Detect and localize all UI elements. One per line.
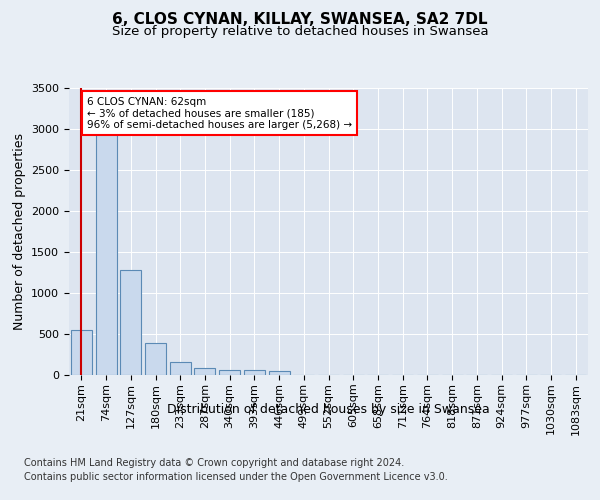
Bar: [170, 362, 191, 375]
Bar: [120, 270, 141, 375]
Text: Distribution of detached houses by size in Swansea: Distribution of detached houses by size …: [167, 402, 490, 415]
Bar: [244, 370, 265, 375]
Bar: [219, 370, 240, 375]
Bar: [71, 330, 92, 375]
Text: Contains HM Land Registry data © Crown copyright and database right 2024.: Contains HM Land Registry data © Crown c…: [24, 458, 404, 468]
Text: 6, CLOS CYNAN, KILLAY, SWANSEA, SA2 7DL: 6, CLOS CYNAN, KILLAY, SWANSEA, SA2 7DL: [112, 12, 488, 28]
Y-axis label: Number of detached properties: Number of detached properties: [13, 132, 26, 330]
Bar: [194, 368, 215, 375]
Text: Contains public sector information licensed under the Open Government Licence v3: Contains public sector information licen…: [24, 472, 448, 482]
Bar: [95, 128, 116, 375]
Bar: [145, 343, 166, 375]
Text: 6 CLOS CYNAN: 62sqm
← 3% of detached houses are smaller (185)
96% of semi-detach: 6 CLOS CYNAN: 62sqm ← 3% of detached hou…: [87, 96, 352, 130]
Text: Size of property relative to detached houses in Swansea: Size of property relative to detached ho…: [112, 25, 488, 38]
Bar: [269, 372, 290, 375]
